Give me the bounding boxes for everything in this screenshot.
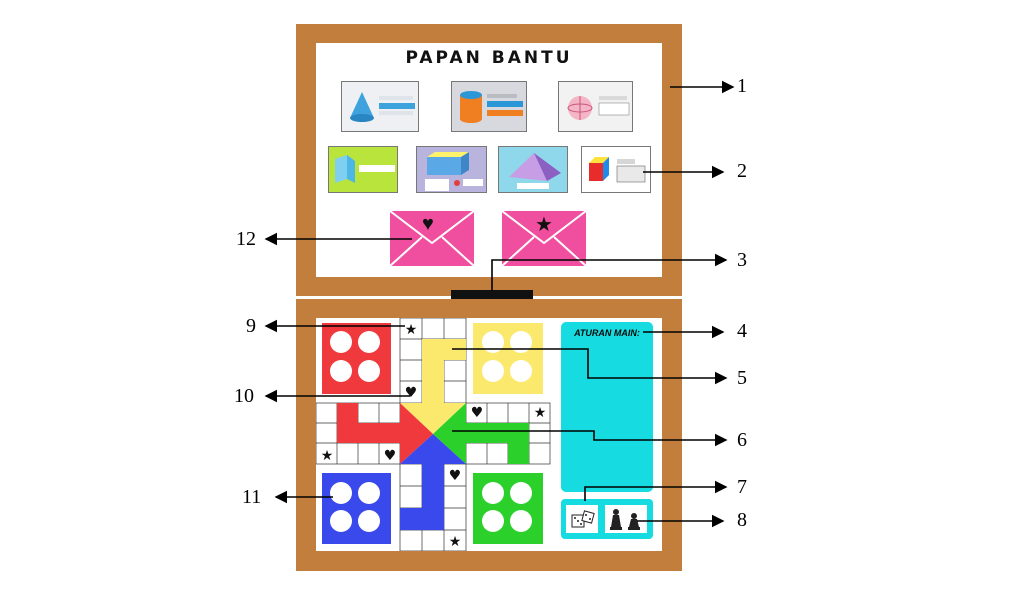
pyramid-formula-card[interactable] — [498, 146, 568, 193]
token-slot — [482, 331, 504, 353]
pyramid-icon — [509, 153, 561, 189]
prism-icon — [335, 155, 395, 183]
callout-10: 10 — [234, 385, 254, 407]
callout-2: 2 — [737, 160, 747, 182]
heart-square-icon: ♥ — [449, 468, 462, 484]
cube-formula-card[interactable] — [581, 146, 651, 193]
callout-12: 12 — [236, 228, 256, 250]
token-slot — [482, 360, 504, 382]
token-slot — [358, 510, 380, 532]
token-slot — [510, 482, 532, 504]
envelope-icon — [390, 211, 474, 266]
star-envelope[interactable]: ★ — [502, 211, 586, 266]
green-base — [473, 473, 543, 544]
cone-formula-card[interactable] — [341, 81, 419, 132]
arrow-3 — [491, 253, 728, 291]
helper-board-title: PAPAN BANTU — [405, 48, 573, 68]
cone-icon — [350, 92, 415, 122]
cube-icon — [589, 157, 646, 183]
sphere-icon — [567, 96, 630, 120]
cuboid-icon — [425, 152, 483, 191]
arrow-6 — [452, 430, 728, 447]
star-icon: ★ — [535, 214, 553, 236]
callout-6: 6 — [737, 429, 747, 451]
prism-formula-card[interactable] — [328, 146, 398, 193]
arrow-7 — [584, 480, 728, 501]
rules-title: ATURAN MAIN: — [574, 328, 640, 338]
callout-9: 9 — [246, 315, 256, 337]
token-slot — [482, 482, 504, 504]
heart-square-icon: ♥ — [471, 405, 484, 421]
star-square-icon: ★ — [534, 405, 547, 421]
center-green — [433, 403, 466, 464]
token-slot — [330, 510, 352, 532]
token-slot — [358, 331, 380, 353]
rules-panel: ATURAN MAIN: — [561, 322, 653, 492]
token-slot — [330, 482, 352, 504]
callout-11: 11 — [242, 486, 262, 508]
ludo-board: ★ ♥ ♥ ★ ★ ♥ ♥ ★ — [316, 318, 551, 551]
token-slot — [510, 360, 532, 382]
blue-home-path — [400, 464, 444, 530]
cylinder-formula-card[interactable] — [451, 81, 527, 132]
token-slot — [358, 482, 380, 504]
arrow-5 — [452, 348, 728, 385]
heart-square-icon: ♥ — [384, 448, 397, 464]
cuboid-formula-card[interactable] — [416, 146, 487, 193]
center-blue — [400, 434, 466, 464]
token-slot — [330, 331, 352, 353]
envelope-icon — [502, 211, 586, 266]
tools-panel — [561, 499, 653, 539]
yellow-home-path — [422, 339, 466, 403]
blue-base — [322, 473, 391, 544]
star-square-icon: ★ — [321, 448, 334, 464]
board-hinge — [451, 290, 533, 300]
token-slot — [358, 360, 380, 382]
token-slot — [510, 510, 532, 532]
pawns-box[interactable] — [605, 505, 647, 533]
callout-8: 8 — [737, 509, 747, 531]
callout-3: 3 — [737, 249, 747, 271]
heart-square-icon: ♥ — [405, 385, 418, 401]
star-square-icon: ★ — [405, 322, 418, 338]
star-square-icon: ★ — [449, 534, 462, 550]
green-home-path — [466, 423, 529, 464]
callout-7: 7 — [737, 476, 747, 498]
dice-icon — [571, 510, 595, 528]
callout-1: 1 — [737, 75, 747, 97]
center-yellow — [400, 403, 466, 434]
center-red — [400, 403, 433, 464]
pawn-icon — [610, 509, 640, 530]
sphere-formula-card[interactable] — [558, 81, 633, 132]
token-slot — [510, 331, 532, 353]
callout-4: 4 — [737, 320, 747, 342]
red-home-path — [337, 403, 400, 443]
heart-icon: ♥ — [422, 213, 434, 235]
cylinder-icon — [460, 91, 523, 123]
dice-box[interactable] — [566, 505, 598, 533]
callout-5: 5 — [737, 367, 747, 389]
token-slot — [330, 360, 352, 382]
token-slot — [482, 510, 504, 532]
